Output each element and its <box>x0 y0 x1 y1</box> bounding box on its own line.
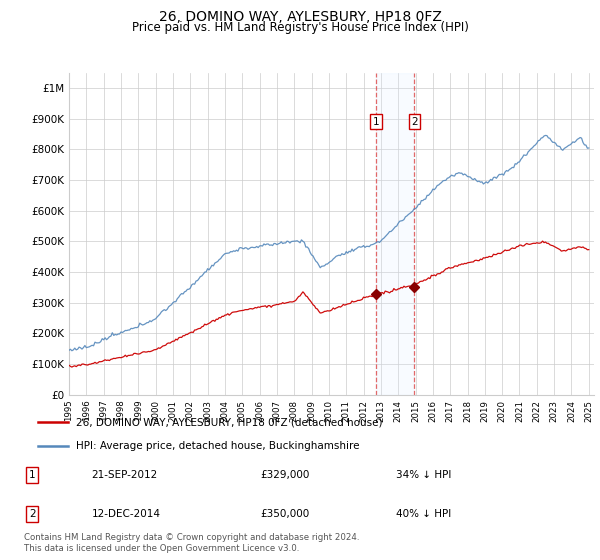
Text: Price paid vs. HM Land Registry's House Price Index (HPI): Price paid vs. HM Land Registry's House … <box>131 21 469 34</box>
Text: 26, DOMINO WAY, AYLESBURY, HP18 0FZ: 26, DOMINO WAY, AYLESBURY, HP18 0FZ <box>158 10 442 24</box>
Text: HPI: Average price, detached house, Buckinghamshire: HPI: Average price, detached house, Buck… <box>76 441 360 451</box>
Text: 2: 2 <box>29 509 35 519</box>
Text: 40% ↓ HPI: 40% ↓ HPI <box>396 509 451 519</box>
Bar <box>376 73 415 395</box>
Text: 21-SEP-2012: 21-SEP-2012 <box>91 470 158 479</box>
Text: £329,000: £329,000 <box>260 470 310 479</box>
Text: Contains HM Land Registry data © Crown copyright and database right 2024.
This d: Contains HM Land Registry data © Crown c… <box>24 533 359 553</box>
Text: 2: 2 <box>411 117 418 127</box>
Text: 34% ↓ HPI: 34% ↓ HPI <box>396 470 451 479</box>
Text: 26, DOMINO WAY, AYLESBURY, HP18 0FZ (detached house): 26, DOMINO WAY, AYLESBURY, HP18 0FZ (det… <box>76 417 383 427</box>
Text: 1: 1 <box>373 117 379 127</box>
Text: £350,000: £350,000 <box>260 509 310 519</box>
Text: 1: 1 <box>29 470 35 479</box>
Text: 12-DEC-2014: 12-DEC-2014 <box>91 509 160 519</box>
